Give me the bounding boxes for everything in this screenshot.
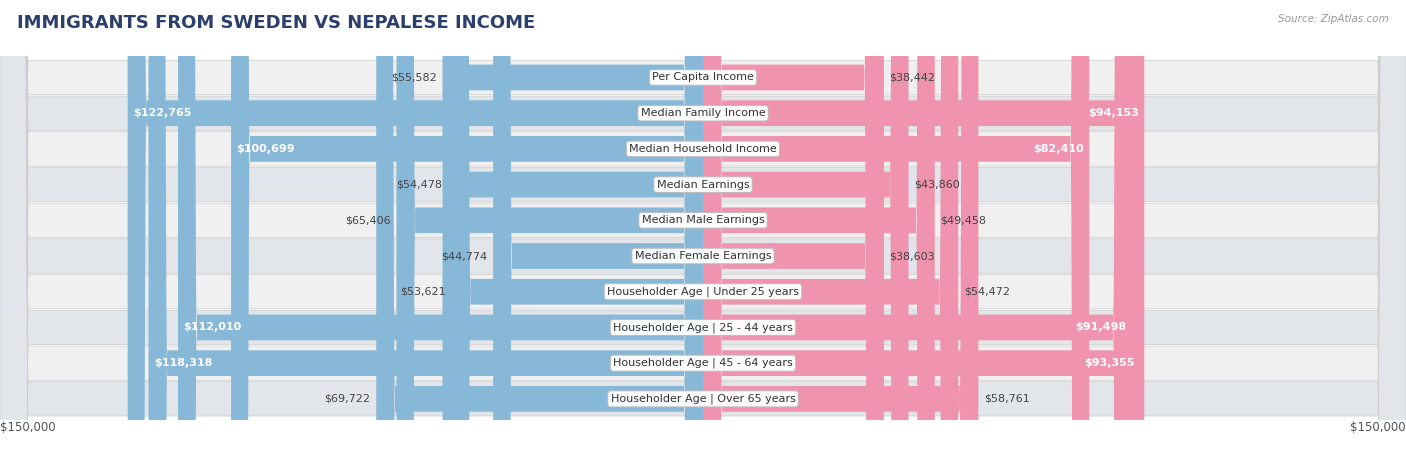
FancyBboxPatch shape	[443, 0, 703, 467]
FancyBboxPatch shape	[128, 0, 703, 467]
Text: $49,458: $49,458	[941, 215, 987, 225]
FancyBboxPatch shape	[703, 0, 959, 467]
Text: IMMIGRANTS FROM SWEDEN VS NEPALESE INCOME: IMMIGRANTS FROM SWEDEN VS NEPALESE INCOM…	[17, 14, 536, 32]
Text: Householder Age | Over 65 years: Householder Age | Over 65 years	[610, 394, 796, 404]
FancyBboxPatch shape	[703, 0, 1140, 467]
FancyBboxPatch shape	[703, 0, 1132, 467]
Text: $54,478: $54,478	[396, 180, 441, 190]
Text: $122,765: $122,765	[134, 108, 191, 118]
FancyBboxPatch shape	[703, 0, 1144, 467]
Text: Median Female Earnings: Median Female Earnings	[634, 251, 772, 261]
Text: $112,010: $112,010	[184, 322, 242, 333]
FancyBboxPatch shape	[703, 0, 935, 467]
Text: $69,722: $69,722	[325, 394, 371, 404]
Text: Householder Age | Under 25 years: Householder Age | Under 25 years	[607, 286, 799, 297]
Text: $100,699: $100,699	[236, 144, 295, 154]
FancyBboxPatch shape	[703, 0, 884, 467]
Text: Median Family Income: Median Family Income	[641, 108, 765, 118]
Text: $38,603: $38,603	[890, 251, 935, 261]
Text: $43,860: $43,860	[914, 180, 960, 190]
Text: $150,000: $150,000	[0, 421, 56, 434]
Text: $118,318: $118,318	[155, 358, 212, 368]
FancyBboxPatch shape	[179, 0, 703, 467]
FancyBboxPatch shape	[447, 0, 703, 467]
FancyBboxPatch shape	[231, 0, 703, 467]
Text: Median Male Earnings: Median Male Earnings	[641, 215, 765, 225]
FancyBboxPatch shape	[703, 0, 979, 467]
Text: Median Household Income: Median Household Income	[628, 144, 778, 154]
Text: Per Capita Income: Per Capita Income	[652, 72, 754, 83]
Text: $44,774: $44,774	[441, 251, 488, 261]
Text: $94,153: $94,153	[1088, 108, 1139, 118]
FancyBboxPatch shape	[149, 0, 703, 467]
Text: $38,442: $38,442	[889, 72, 935, 83]
FancyBboxPatch shape	[494, 0, 703, 467]
Text: $150,000: $150,000	[1350, 421, 1406, 434]
Text: $93,355: $93,355	[1084, 358, 1135, 368]
Text: $55,582: $55,582	[391, 72, 437, 83]
FancyBboxPatch shape	[396, 0, 703, 467]
Text: $53,621: $53,621	[401, 287, 446, 297]
Text: Householder Age | 25 - 44 years: Householder Age | 25 - 44 years	[613, 322, 793, 333]
FancyBboxPatch shape	[377, 0, 703, 467]
Text: Source: ZipAtlas.com: Source: ZipAtlas.com	[1278, 14, 1389, 24]
Text: Median Earnings: Median Earnings	[657, 180, 749, 190]
Text: $82,410: $82,410	[1033, 144, 1084, 154]
FancyBboxPatch shape	[451, 0, 703, 467]
FancyBboxPatch shape	[703, 0, 883, 467]
FancyBboxPatch shape	[703, 0, 908, 467]
Text: $58,761: $58,761	[984, 394, 1029, 404]
Text: $54,472: $54,472	[965, 287, 1010, 297]
Text: $91,498: $91,498	[1076, 322, 1126, 333]
FancyBboxPatch shape	[703, 0, 1090, 467]
Text: Householder Age | 45 - 64 years: Householder Age | 45 - 64 years	[613, 358, 793, 368]
Text: $65,406: $65,406	[346, 215, 391, 225]
